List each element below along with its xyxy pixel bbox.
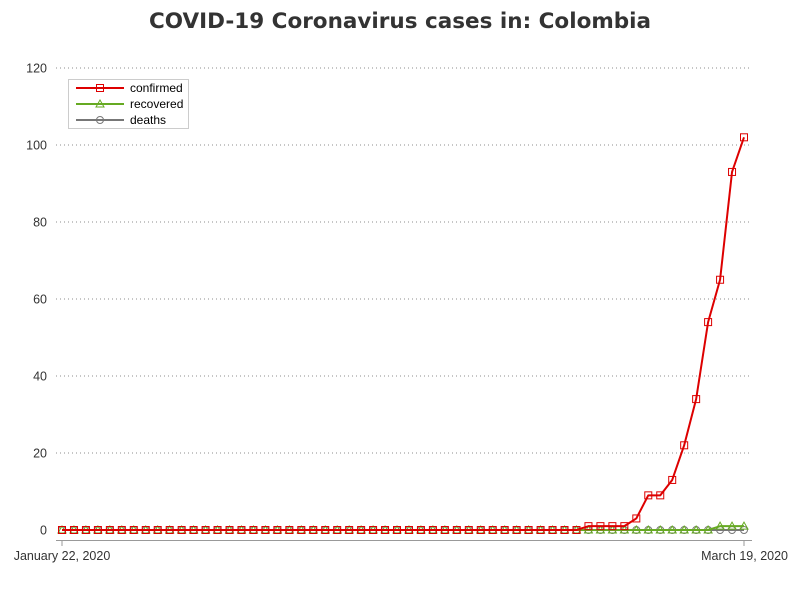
data-point-confirmed (632, 514, 641, 523)
data-point-confirmed (213, 526, 222, 534)
data-point-recovered (715, 521, 725, 530)
data-point-confirmed (93, 526, 102, 534)
data-point-confirmed (716, 275, 725, 284)
data-point-confirmed (141, 526, 150, 534)
data-point-confirmed (381, 526, 390, 534)
data-point-confirmed (500, 526, 509, 534)
data-point-confirmed (416, 526, 425, 534)
legend-label: recovered (130, 97, 183, 111)
data-point-confirmed (548, 526, 557, 534)
data-point-recovered (679, 524, 690, 534)
data-point-confirmed (297, 526, 306, 534)
data-point-confirmed (572, 526, 581, 534)
data-point-confirmed (177, 526, 186, 534)
data-point-confirmed (117, 526, 126, 534)
y-axis-tick-labels: 0 20 40 60 80 100 120 (26, 62, 47, 538)
data-point-confirmed (740, 133, 748, 142)
gridlines (56, 67, 752, 454)
data-point-confirmed (201, 526, 210, 534)
data-point-confirmed (189, 526, 198, 534)
data-point-confirmed (452, 526, 461, 534)
data-point-confirmed (728, 167, 737, 176)
data-point-confirmed (369, 526, 378, 534)
data-point-confirmed (81, 526, 90, 534)
data-point-confirmed (404, 526, 413, 534)
y-tick-label: 40 (33, 370, 47, 384)
data-point-confirmed (273, 526, 282, 534)
data-point-recovered (667, 524, 678, 534)
chart-title: COVID-19 Coronavirus cases in: Colombia (148, 9, 652, 34)
x-tick-label: March 19, 2020 (701, 549, 788, 563)
data-point-confirmed (285, 526, 294, 534)
y-tick-label: 100 (26, 139, 47, 153)
data-point-confirmed (464, 526, 473, 534)
y-tick-label: 20 (33, 447, 47, 461)
data-point-confirmed (165, 526, 174, 534)
series-confirmed (58, 133, 748, 534)
data-point-recovered (703, 524, 713, 534)
data-point-confirmed (596, 522, 605, 531)
data-point-confirmed (668, 475, 677, 484)
data-point-confirmed (345, 526, 354, 534)
data-point-confirmed (129, 526, 138, 534)
data-point-confirmed (69, 526, 78, 534)
data-point-confirmed (476, 526, 485, 534)
data-point-confirmed (608, 522, 617, 531)
data-point-confirmed (620, 522, 629, 531)
data-point-confirmed (321, 526, 330, 534)
legend: confirmed recovered deaths (68, 79, 189, 129)
data-point-confirmed (333, 526, 342, 534)
legend-marker (96, 116, 104, 124)
data-point-recovered (631, 524, 642, 534)
data-point-confirmed (440, 526, 449, 534)
data-point-confirmed (680, 441, 689, 450)
data-point-confirmed (704, 318, 713, 327)
data-point-confirmed (644, 491, 653, 500)
legend-marker (95, 98, 105, 108)
y-tick-label: 60 (33, 293, 47, 307)
data-point-confirmed (584, 522, 593, 531)
data-point-confirmed (261, 526, 270, 534)
data-point-confirmed (428, 526, 437, 534)
data-point-confirmed (512, 526, 521, 534)
data-point-confirmed (249, 526, 258, 534)
data-point-confirmed (656, 491, 665, 500)
data-point-confirmed (524, 526, 533, 534)
legend-marker (96, 84, 104, 92)
series-line-confirmed (62, 136, 745, 531)
series-layer (57, 133, 749, 534)
data-point-confirmed (237, 526, 246, 534)
y-tick-label: 80 (33, 216, 47, 230)
data-point-confirmed (309, 526, 318, 534)
data-point-confirmed (393, 526, 402, 534)
data-point-confirmed (357, 526, 366, 534)
x-tick-label: January 22, 2020 (14, 549, 111, 563)
data-point-confirmed (58, 526, 66, 534)
data-point-recovered (691, 524, 702, 534)
legend-label: deaths (130, 113, 166, 127)
legend-label: confirmed (130, 81, 183, 95)
data-point-recovered (739, 521, 749, 530)
data-point-recovered (727, 521, 737, 530)
data-point-recovered (655, 524, 666, 534)
data-point-recovered (643, 524, 654, 534)
y-tick-label: 0 (40, 524, 47, 538)
data-point-confirmed (153, 526, 162, 534)
data-point-confirmed (488, 526, 497, 534)
data-point-confirmed (560, 526, 569, 534)
data-point-confirmed (225, 526, 234, 534)
y-tick-label: 120 (26, 62, 47, 76)
data-point-confirmed (105, 526, 114, 534)
data-point-confirmed (536, 526, 545, 534)
data-point-confirmed (692, 395, 701, 404)
x-axis: January 22, 2020 March 19, 2020 (14, 540, 788, 563)
